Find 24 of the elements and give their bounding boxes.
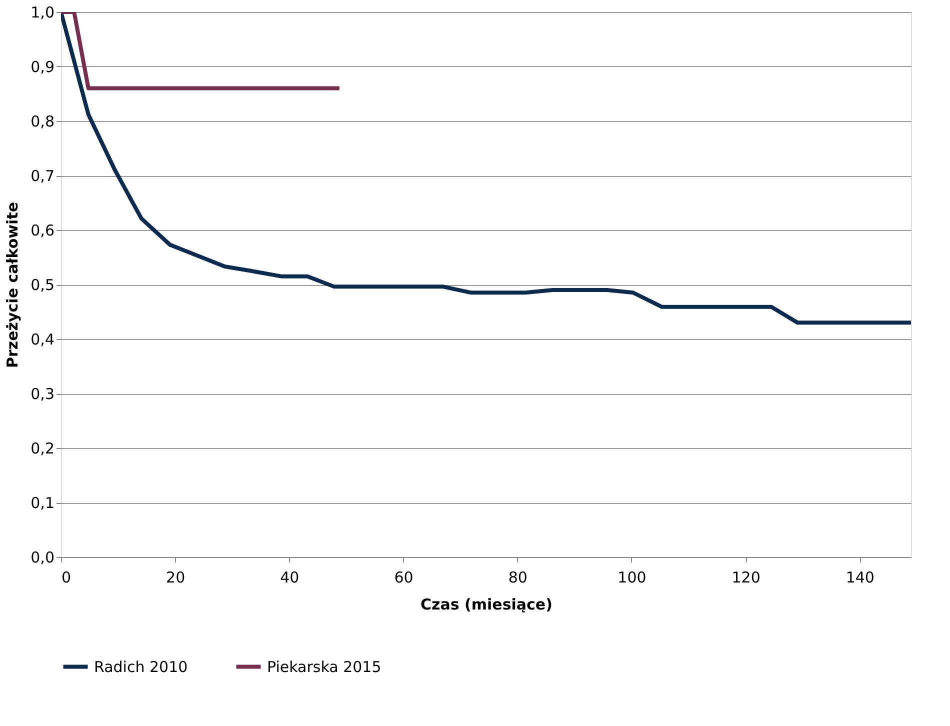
- y-tick-label: 0,2: [30, 440, 54, 458]
- x-tick-label: 40: [280, 568, 300, 586]
- legend-label: Radich 2010: [94, 658, 188, 676]
- y-axis-title: Przeżycie całkowite: [4, 202, 22, 368]
- x-tick-label: 60: [394, 568, 414, 586]
- y-tick-label: 1,0: [30, 4, 54, 22]
- y-tick-label: 0,0: [30, 548, 54, 566]
- x-tick-label: 20: [166, 568, 186, 586]
- x-tick-label: 140: [846, 568, 874, 586]
- y-tick-label: 0,5: [30, 276, 54, 294]
- y-tick-label: 0,8: [30, 112, 54, 130]
- y-tick-label: 0,9: [30, 58, 54, 76]
- y-tick-label: 0,7: [30, 167, 54, 185]
- x-tick-label: 100: [618, 568, 646, 586]
- x-tick-label: 0: [62, 568, 72, 586]
- y-tick-label: 0,4: [30, 330, 54, 348]
- line-series: [61, 12, 911, 325]
- y-tick-label: 0,3: [30, 385, 54, 403]
- legend-label: Piekarska 2015: [267, 658, 382, 676]
- x-tick-label: 120: [732, 568, 760, 586]
- x-tick-label: 80: [508, 568, 528, 586]
- y-tick-label: 0,6: [30, 222, 54, 240]
- y-tick-label: 0,1: [30, 494, 54, 512]
- x-axis-title: Czas (miesiące): [420, 596, 552, 614]
